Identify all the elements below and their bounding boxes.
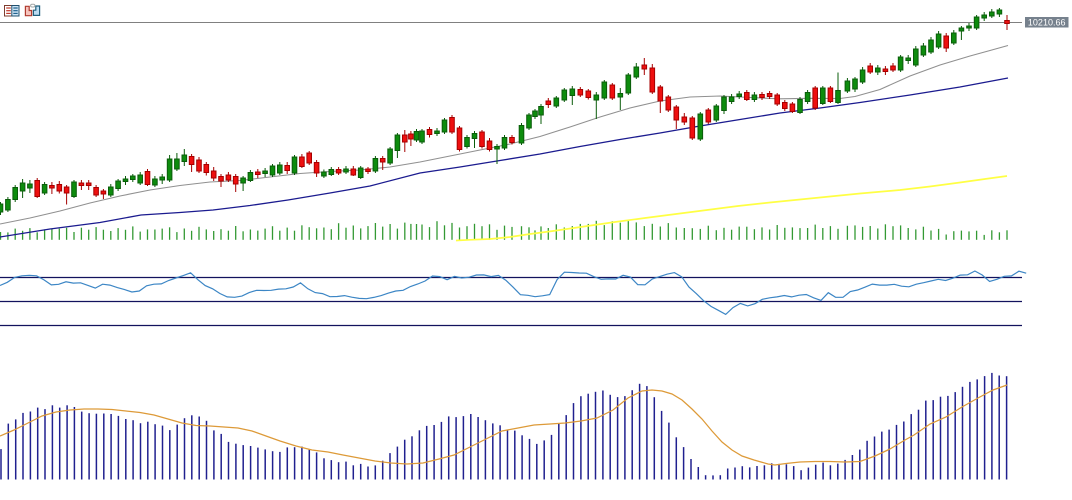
svg-text:10210.66: 10210.66 [1028, 18, 1066, 28]
